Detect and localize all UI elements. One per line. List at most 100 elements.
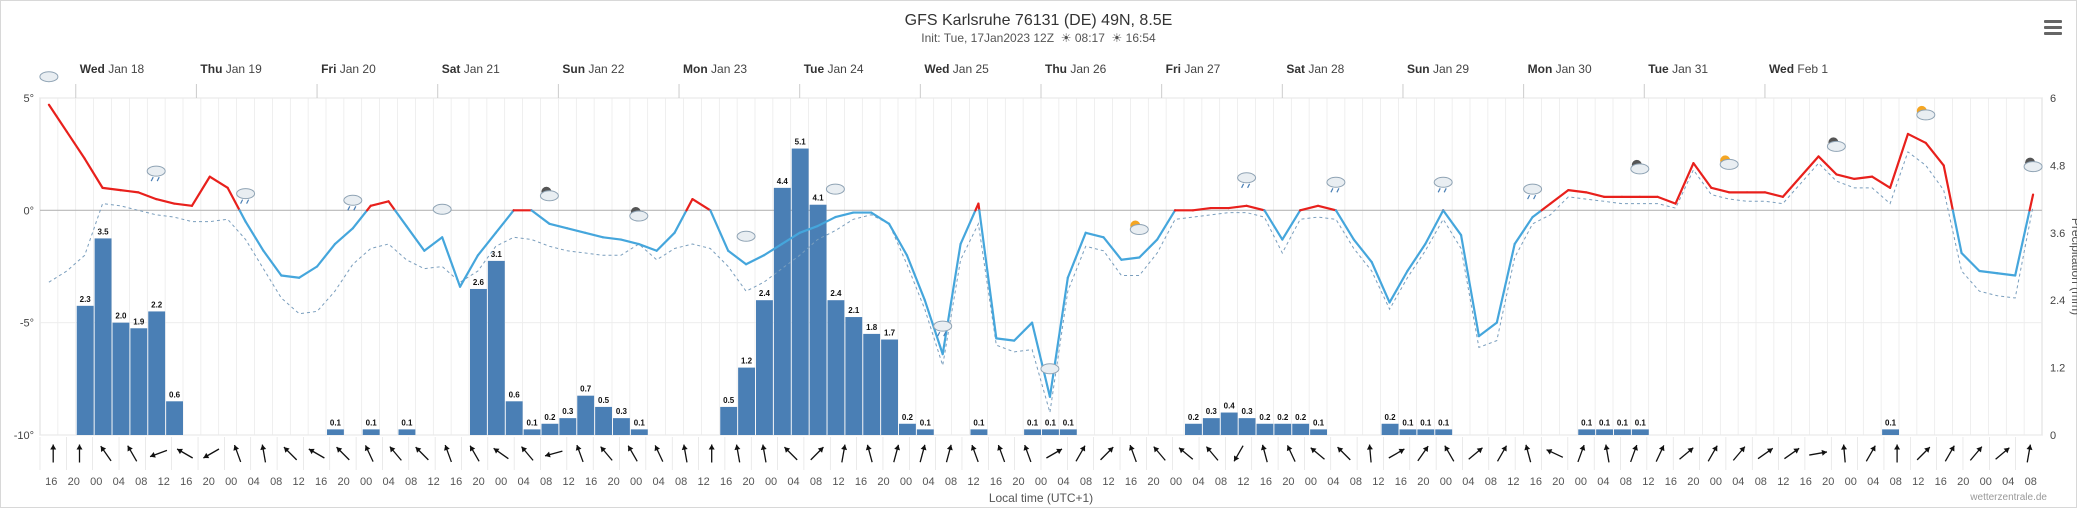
precip-value-label: 0.2	[544, 413, 556, 422]
wind-arrow-head	[1286, 445, 1293, 452]
wind-arrow-icon	[389, 446, 402, 461]
hour-tick-label: 12	[1507, 476, 1519, 488]
temperature-line-segment	[298, 265, 319, 279]
temperature-line-segment	[816, 215, 837, 228]
precip-bar	[112, 322, 130, 435]
wind-arrow-icon	[149, 449, 168, 458]
x-axis-title: Local time (UTC+1)	[989, 491, 1093, 505]
wind-arrow-head	[1107, 447, 1114, 453]
precip-value-label: 0.5	[723, 396, 735, 405]
wind-arrow-head	[1206, 446, 1212, 453]
wind-arrow-head	[76, 444, 83, 450]
wind-arrow-icon	[127, 445, 138, 462]
temperature-line-segment	[834, 211, 855, 219]
temperature-line-segment	[1227, 204, 1248, 210]
hour-tick-label: 16	[1665, 476, 1677, 488]
wind-arrow-head	[150, 452, 156, 458]
wind-arrow-head	[734, 444, 741, 451]
precip-bar	[130, 328, 148, 435]
hour-tick-label: 08	[540, 476, 552, 488]
hour-tick-label: 12	[1102, 476, 1114, 488]
temperature-line-segment	[673, 209, 688, 234]
temperature-line-segment	[476, 231, 497, 257]
temperature-line-segment	[1102, 236, 1123, 261]
day-label: Sun Jan 22	[562, 62, 624, 76]
cloud-shape	[1237, 172, 1257, 184]
wind-arrow-head	[1632, 445, 1638, 451]
hour-tick-label: 04	[113, 476, 125, 488]
hour-tick-label: 12	[428, 476, 440, 488]
right-axis-tick-label: 2.4	[2050, 295, 2065, 307]
wind-arrow-icon	[76, 444, 83, 463]
precip-value-label: 1.2	[741, 357, 753, 366]
hour-tick-label: 08	[1215, 476, 1227, 488]
temperature-line-segment	[1835, 173, 1856, 180]
temperature-line-segment	[941, 242, 962, 356]
temperature-line-segment	[959, 209, 977, 246]
hour-tick-label: 04	[1597, 476, 1609, 488]
wind-arrow-icon	[364, 445, 374, 462]
sleet-icon	[933, 320, 953, 337]
precip-value-label: 2.4	[830, 289, 842, 298]
wind-arrow-icon	[2026, 444, 2033, 463]
wind-arrow-head	[784, 447, 791, 453]
temperature-line-segment	[101, 186, 122, 192]
right-axis-tick-label: 4.8	[2050, 160, 2065, 172]
hamburger-menu-icon[interactable]	[2044, 20, 2062, 36]
hour-tick-label: 12	[697, 476, 709, 488]
wind-arrow-head	[50, 444, 57, 450]
precip-value-label: 0.3	[562, 407, 574, 416]
moon-cloud-icon	[539, 186, 559, 202]
drop-shape	[1533, 194, 1537, 200]
precip-bar	[166, 401, 183, 435]
precip-value-label: 0.1	[401, 418, 413, 427]
wind-arrow-head	[894, 444, 901, 451]
hour-tick-label: 20	[742, 476, 754, 488]
precip-value-label: 3.1	[491, 250, 503, 259]
wind-arrow-head	[1603, 444, 1610, 451]
wind-arrow-icon	[1679, 447, 1694, 460]
hour-tick-label: 16	[1800, 476, 1812, 488]
precip-value-label: 0.1	[527, 418, 539, 427]
temperature-line-segment	[619, 238, 640, 246]
wind-arrow-icon	[708, 444, 715, 463]
hour-tick-label: 00	[1440, 476, 1452, 488]
precip-bar	[809, 204, 827, 435]
temperature-line-segment	[1906, 132, 1927, 145]
wind-arrow-icon	[1865, 445, 1876, 462]
temperature-line-segment	[244, 220, 265, 252]
temperature-line-segment	[172, 202, 194, 207]
wind-arrow-head	[1444, 445, 1450, 452]
precip-bar	[541, 423, 559, 435]
cloud-shape	[539, 190, 559, 202]
precip-bar	[1238, 418, 1256, 435]
wind-arrow-head	[841, 444, 848, 451]
moon-cloud-icon	[1826, 137, 1846, 152]
precip-bar	[1399, 429, 1417, 435]
wind-arrow-icon	[1496, 445, 1508, 462]
precip-value-label: 0.1	[330, 418, 342, 427]
drop-shape	[1527, 194, 1531, 200]
wind-arrow-head	[1793, 448, 1800, 454]
temperature-line-segment	[280, 274, 301, 279]
day-label: Mon Jan 30	[1528, 62, 1592, 76]
temperature-line-segment	[155, 198, 176, 205]
hour-tick-label: 08	[675, 476, 687, 488]
hour-tick-label: 20	[338, 476, 350, 488]
wind-arrow-icon	[1046, 448, 1063, 459]
drop-shape	[1443, 188, 1447, 193]
wind-arrow-head	[817, 447, 824, 453]
day-label: Sat Jan 28	[1286, 62, 1344, 76]
cloud-shape	[432, 203, 452, 215]
wind-arrow-icon	[1286, 445, 1296, 462]
precip-bar	[1274, 423, 1292, 435]
watermark-credit: wetterzentrale.de	[1970, 492, 2047, 503]
wind-arrow-icon	[1444, 445, 1455, 462]
temperature-line-segment	[1549, 189, 1570, 205]
hour-tick-label: 08	[1350, 476, 1362, 488]
hour-tick-label: 00	[90, 476, 102, 488]
temperature-line-segment	[1156, 209, 1177, 241]
wind-arrow-icon	[1784, 447, 1800, 460]
wind-arrow-head	[970, 445, 977, 451]
hour-tick-label: 16	[45, 476, 57, 488]
